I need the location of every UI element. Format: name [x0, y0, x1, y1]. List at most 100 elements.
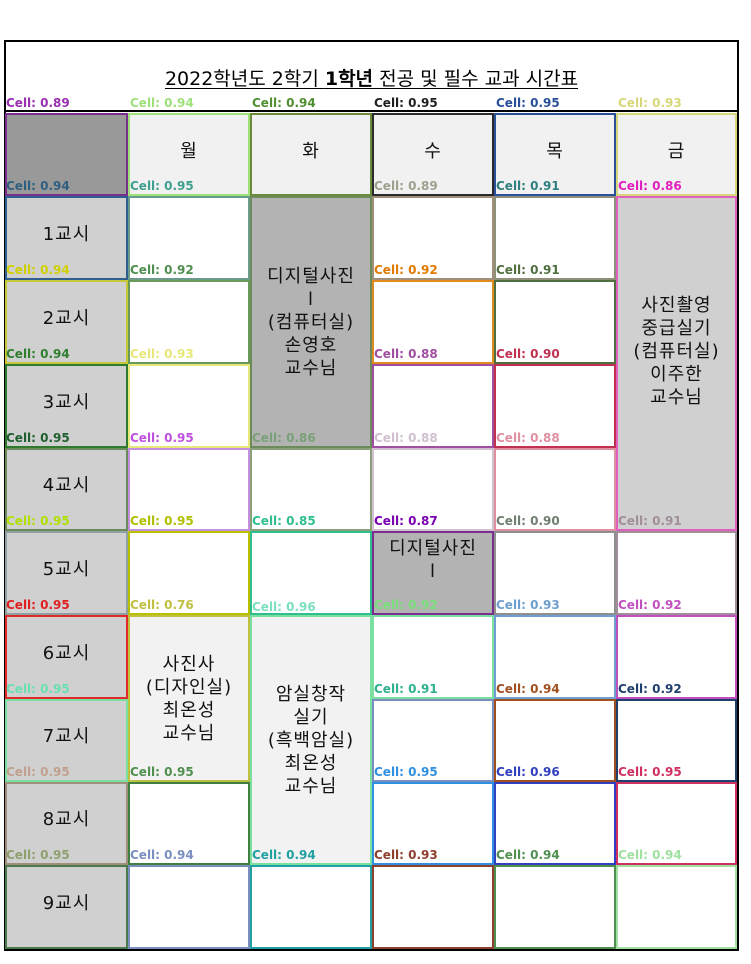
cell-score: Cell: 0.90 [496, 347, 560, 361]
cell-thu-3 [494, 364, 616, 448]
class-tue-darkroom: 암실창작 실기 (흑백암실) 최온성 교수님 [250, 615, 372, 865]
cell-score: Cell: 0.95 [130, 514, 194, 528]
cell-thu-7 [494, 699, 616, 782]
cell-wed-9 [372, 865, 494, 949]
cell-score: Cell: 0.95 [6, 514, 70, 528]
cell-score: Cell: 0.94 [6, 347, 70, 361]
header-tue: 화 [250, 113, 372, 196]
cell-score: Cell: 0.95 [130, 765, 194, 779]
cell-mon-8 [128, 782, 250, 865]
header-fri: 금 [616, 113, 737, 196]
cell-wed-4 [372, 448, 494, 531]
header-mon: 월 [128, 113, 250, 196]
cell-score: Cell: 0.92 [374, 598, 438, 612]
cell-score: Cell: 0.91 [496, 263, 560, 277]
cell-wed-2 [372, 280, 494, 364]
cell-score: Cell: 0.88 [496, 431, 560, 445]
cell-score: Cell: 0.94 [130, 96, 194, 110]
period-7: 7교시 [5, 699, 128, 782]
period-9: 9교시 [5, 865, 128, 949]
cell-score: Cell: 0.95 [496, 96, 560, 110]
timetable-title: 2022학년도 2학기 1학년 전공 및 필수 교과 시간표 [6, 64, 737, 91]
cell-fri-9 [616, 865, 737, 949]
header-thu: 목 [494, 113, 616, 196]
cell-thu-8 [494, 782, 616, 865]
title-row: 2022학년도 2학기 1학년 전공 및 필수 교과 시간표 [6, 42, 737, 112]
cell-score: Cell: 0.91 [618, 514, 682, 528]
cell-score: Cell: 0.92 [618, 682, 682, 696]
cell-fri-5 [616, 531, 737, 615]
header-wed: 수 [372, 113, 494, 196]
cell-score: Cell: 0.95 [618, 765, 682, 779]
cell-score: Cell: 0.96 [252, 600, 316, 614]
cell-score: Cell: 0.93 [374, 848, 438, 862]
cell-wed-3 [372, 364, 494, 448]
cell-wed-8 [372, 782, 494, 865]
cell-score: Cell: 0.95 [374, 96, 438, 110]
title-prefix: 2022학년도 2학기 [164, 68, 325, 90]
cell-thu-2 [494, 280, 616, 364]
cell-wed-7 [372, 699, 494, 782]
cell-thu-9 [494, 865, 616, 949]
cell-wed-1 [372, 196, 494, 280]
cell-thu-6 [494, 615, 616, 699]
cell-score: Cell: 0.95 [374, 765, 438, 779]
cell-mon-3 [128, 364, 250, 448]
cell-score: Cell: 0.90 [496, 514, 560, 528]
cell-mon-4 [128, 448, 250, 531]
cell-score: Cell: 0.95 [6, 431, 70, 445]
class-wed-digital-photo: 디지털사진 l [372, 531, 494, 615]
cell-score: Cell: 0.93 [496, 598, 560, 612]
cell-score: Cell: 0.94 [496, 682, 560, 696]
cell-score: Cell: 0.94 [618, 848, 682, 862]
class-fri-photo-intermediate: 사진촬영 중급실기 (컴퓨터실) 이주한 교수님 [616, 196, 737, 531]
cell-mon-2 [128, 280, 250, 364]
cell-score: Cell: 0.86 [618, 179, 682, 193]
cell-score: Cell: 0.88 [374, 347, 438, 361]
cell-score: Cell: 0.94 [130, 848, 194, 862]
cell-fri-8 [616, 782, 737, 865]
period-6: 6교시 [5, 615, 128, 699]
cell-score: Cell: 0.88 [374, 431, 438, 445]
cell-fri-6 [616, 615, 737, 699]
cell-score: Cell: 0.95 [6, 598, 70, 612]
cell-score: Cell: 0.94 [252, 96, 316, 110]
cell-score: Cell: 0.93 [618, 96, 682, 110]
cell-score: Cell: 0.94 [6, 179, 70, 193]
cell-score: Cell: 0.94 [252, 848, 316, 862]
period-5: 5교시 [5, 531, 128, 615]
cell-mon-1 [128, 196, 250, 280]
cell-score: Cell: 0.95 [6, 682, 70, 696]
cell-score: Cell: 0.85 [252, 514, 316, 528]
cell-wed-6 [372, 615, 494, 699]
cell-score: Cell: 0.96 [496, 765, 560, 779]
cell-thu-1 [494, 196, 616, 280]
cell-mon-9 [128, 865, 250, 949]
cell-thu-4 [494, 448, 616, 531]
cell-tue-9 [250, 865, 372, 949]
cell-score: Cell: 0.87 [374, 514, 438, 528]
cell-score: Cell: 0.89 [6, 96, 70, 110]
cell-tue-5 [250, 531, 372, 615]
cell-score: Cell: 0.92 [130, 263, 194, 277]
cell-tue-4 [250, 448, 372, 531]
title-grade: 1학년 [324, 68, 374, 90]
title-suffix: 전공 및 필수 교과 시간표 [373, 68, 579, 90]
period-4: 4교시 [5, 448, 128, 531]
cell-score: Cell: 0.76 [130, 598, 194, 612]
period-3: 3교시 [5, 364, 128, 448]
cell-score: Cell: 0.89 [374, 179, 438, 193]
cell-score: Cell: 0.95 [6, 765, 70, 779]
period-2: 2교시 [5, 280, 128, 364]
cell-score: Cell: 0.86 [252, 431, 316, 445]
class-tue-digital-photo: 디지털사진 l (컴퓨터실) 손영호 교수님 [250, 196, 372, 448]
period-1: 1교시 [5, 196, 128, 280]
corner-cell [5, 113, 128, 196]
cell-score: Cell: 0.91 [496, 179, 560, 193]
cell-fri-7 [616, 699, 737, 782]
cell-score: Cell: 0.95 [130, 179, 194, 193]
cell-score: Cell: 0.95 [6, 848, 70, 862]
cell-score: Cell: 0.94 [496, 848, 560, 862]
period-8: 8교시 [5, 782, 128, 865]
cell-score: Cell: 0.93 [130, 347, 194, 361]
